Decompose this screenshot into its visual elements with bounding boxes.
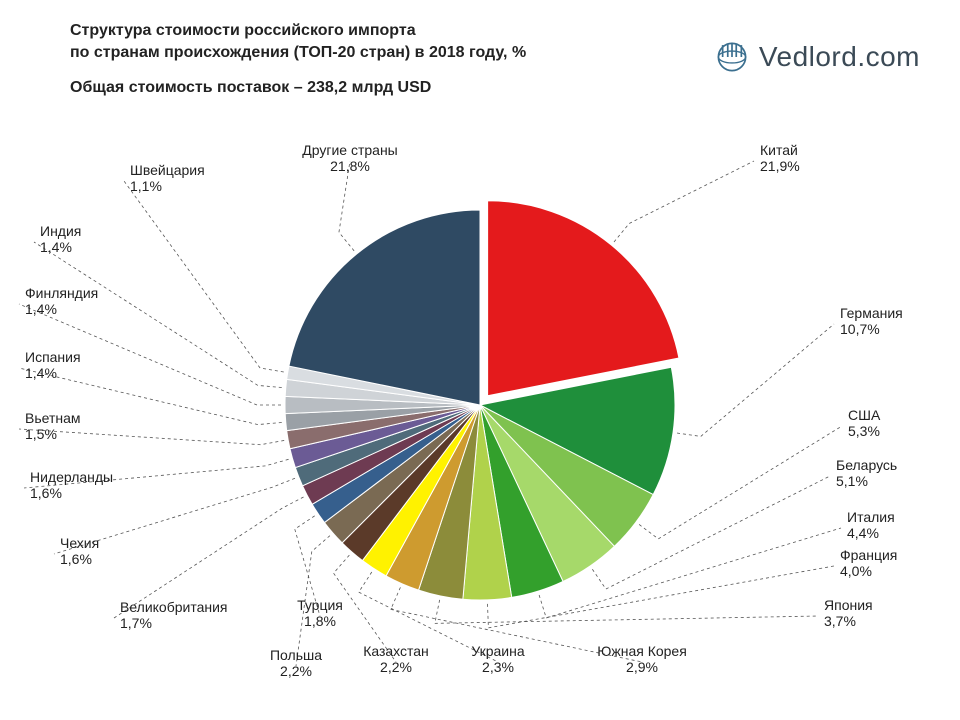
pie-chart: Китай21,9% Германия10,7% США5,3% Беларусь5,…: [0, 0, 960, 720]
slice-label: Швейцария1,1%: [130, 162, 205, 194]
slice-label: Индия1,4%: [40, 223, 81, 255]
slice-label: Польша2,2%: [270, 647, 322, 679]
slice-label: Вьетнам1,5%: [25, 410, 81, 442]
slice-label: Испания1,4%: [25, 349, 81, 381]
pie-slice: [488, 201, 679, 396]
leader-line: [614, 161, 754, 242]
slice-label: Великобритания1,7%: [120, 599, 228, 631]
leader-line: [339, 161, 354, 251]
slice-label: Другие страны21,8%: [302, 142, 398, 174]
slice-label: Чехия1,6%: [60, 535, 99, 567]
slice-label: Франция4,0%: [840, 547, 897, 579]
slice-label: Украина2,3%: [471, 643, 525, 675]
slice-label: Китай21,9%: [760, 142, 800, 174]
leader-line: [34, 242, 282, 388]
slice-label: Нидерланды1,6%: [30, 469, 113, 501]
leader-line: [19, 429, 284, 445]
slice-label: Германия10,7%: [840, 305, 903, 337]
slice-label: Казахстан2,2%: [363, 643, 429, 675]
slice-label: Италия4,4%: [847, 509, 895, 541]
leader-line: [124, 181, 284, 372]
slice-label: США5,3%: [848, 407, 881, 439]
slice-label: Южная Корея2,9%: [597, 643, 687, 675]
leader-line: [677, 324, 834, 436]
slice-label: Беларусь5,1%: [836, 457, 897, 489]
slice-label: Турция1,8%: [297, 597, 343, 629]
slice-label: Финляндия1,4%: [25, 285, 98, 317]
slice-label: Япония3,7%: [824, 597, 873, 629]
